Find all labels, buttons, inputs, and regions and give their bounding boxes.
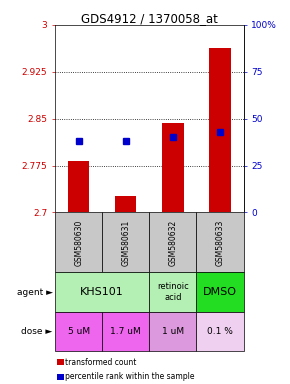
Title: GDS4912 / 1370058_at: GDS4912 / 1370058_at	[81, 12, 218, 25]
Bar	[196, 212, 244, 272]
Bar	[162, 123, 184, 212]
Bar	[102, 212, 149, 272]
Text: GSM580633: GSM580633	[215, 219, 224, 266]
Bar	[209, 48, 231, 212]
Bar	[55, 212, 102, 272]
Text: 1 uM: 1 uM	[162, 327, 184, 336]
Bar	[115, 196, 136, 212]
Bar	[55, 272, 149, 312]
Bar	[149, 272, 197, 312]
Bar	[196, 272, 244, 312]
Text: GSM580630: GSM580630	[74, 219, 83, 266]
Text: 5 uM: 5 uM	[68, 327, 90, 336]
Text: dose ►: dose ►	[21, 327, 53, 336]
Text: retinoic
acid: retinoic acid	[157, 282, 189, 302]
Text: percentile rank within the sample: percentile rank within the sample	[65, 372, 194, 381]
Text: 0.1 %: 0.1 %	[207, 327, 233, 336]
Text: transformed count: transformed count	[65, 358, 136, 367]
Text: agent ►: agent ►	[17, 288, 53, 296]
Bar	[68, 161, 89, 212]
Bar	[149, 312, 197, 351]
Bar	[55, 312, 102, 351]
Bar	[57, 374, 64, 379]
Text: KHS101: KHS101	[80, 287, 124, 297]
Text: GSM580632: GSM580632	[168, 219, 177, 266]
Bar	[196, 312, 244, 351]
Bar	[57, 359, 64, 365]
Text: GSM580631: GSM580631	[121, 219, 130, 266]
Bar	[149, 212, 197, 272]
Text: 1.7 uM: 1.7 uM	[110, 327, 141, 336]
Text: DMSO: DMSO	[203, 287, 237, 297]
Bar	[102, 312, 149, 351]
